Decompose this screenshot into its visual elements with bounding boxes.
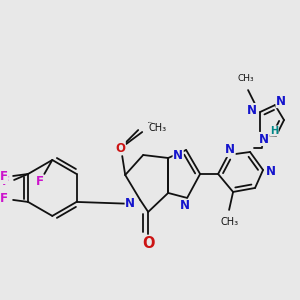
Text: methyl: methyl: [148, 122, 153, 123]
Text: CH₃: CH₃: [220, 217, 238, 227]
Text: N: N: [180, 200, 190, 212]
Text: H: H: [270, 126, 278, 136]
Text: O: O: [142, 236, 155, 251]
Text: F: F: [0, 192, 8, 206]
Text: N: N: [276, 94, 286, 108]
Text: methyl: methyl: [128, 139, 133, 140]
Text: CH₃: CH₃: [148, 123, 166, 133]
Text: F: F: [36, 176, 44, 188]
Text: O: O: [115, 142, 125, 154]
Text: F: F: [2, 176, 10, 188]
Text: N: N: [173, 149, 183, 163]
Text: N: N: [266, 166, 276, 178]
Text: N: N: [247, 103, 257, 116]
Text: N: N: [225, 143, 235, 157]
Text: N: N: [125, 197, 135, 210]
Text: F: F: [0, 170, 8, 184]
Text: CH₃: CH₃: [238, 74, 254, 82]
Text: N: N: [259, 133, 269, 146]
